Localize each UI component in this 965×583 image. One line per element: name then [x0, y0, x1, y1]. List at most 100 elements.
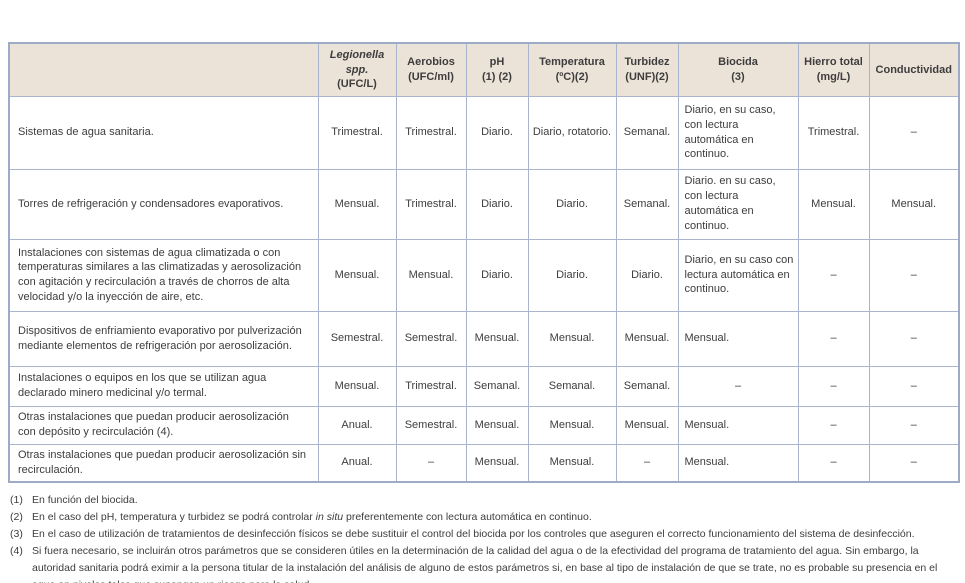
table-row: Torres de refrigeración y condensadores …: [8, 168, 960, 240]
footnote-2: (2) En el caso del pH, temperatura y tur…: [10, 509, 958, 526]
footnote-text-pre: En el caso del pH, temperatura y turbide…: [32, 511, 316, 523]
frequency-cell: Diario.: [527, 238, 617, 312]
column-header-unit: (1) (2): [482, 70, 512, 83]
frequency-cell: –: [868, 95, 960, 170]
column-header-blank: [8, 42, 319, 97]
column-header-aerobios: Aerobios (UFC/ml): [395, 42, 467, 97]
frequency-cell: Semestral.: [317, 310, 397, 367]
row-label: Instalaciones con sistemas de agua clima…: [8, 238, 319, 312]
table-row: Otras instalaciones que puedan producir …: [8, 443, 960, 483]
frequency-cell: Mensual.: [527, 405, 617, 445]
column-header-unit: (UNF)(2): [625, 70, 669, 83]
frequency-cell: Mensual.: [317, 238, 397, 312]
frequency-cell: –: [868, 238, 960, 312]
column-header-conductividad: Conductividad: [868, 42, 960, 97]
frequency-cell: Mensual.: [677, 443, 799, 483]
column-header-unit: (UFC/L): [337, 77, 377, 90]
column-header-biocida: Biocida (3): [677, 42, 799, 97]
footnotes-section: (1) En función del biocida. (2) En el ca…: [10, 492, 958, 583]
frequency-cell: –: [797, 443, 870, 483]
frequency-cell: Semanal.: [615, 168, 679, 240]
table-row: Instalaciones con sistemas de agua clima…: [8, 238, 960, 312]
footnote-4: (4) Si fuera necesario, se incluirán otr…: [10, 543, 958, 583]
frequency-cell: Mensual.: [677, 310, 799, 367]
frequency-cell: Mensual.: [395, 238, 467, 312]
frequency-cell: Diario, en su caso, con lectura automáti…: [677, 95, 799, 170]
frequency-cell: Semanal.: [465, 365, 529, 407]
row-label: Sistemas de agua sanitaria.: [8, 95, 319, 170]
frequency-cell: Semestral.: [395, 405, 467, 445]
table-header-row: Legionella spp. (UFC/L) Aerobios (UFC/ml…: [8, 42, 960, 97]
frequency-cell: Trimestral.: [395, 95, 467, 170]
footnote-text: En el caso del pH, temperatura y turbide…: [32, 509, 958, 526]
frequency-cell: Semanal.: [527, 365, 617, 407]
frequency-cell: Anual.: [317, 405, 397, 445]
footnote-number: (2): [10, 511, 23, 523]
row-label: Instalaciones o equipos en los que se ut…: [8, 365, 319, 407]
footnote-text-italic: in situ: [315, 511, 344, 523]
frequency-cell: –: [868, 310, 960, 367]
frequency-cell: Mensual.: [615, 405, 679, 445]
column-header-unit: (mg/L): [816, 70, 851, 83]
column-header-legionella: Legionella spp. (UFC/L): [317, 42, 397, 97]
frequency-cell: Diario. en su caso, con lectura automáti…: [677, 168, 799, 240]
column-header-unit: (UFC/ml): [408, 70, 454, 83]
column-header-ph: pH (1) (2): [465, 42, 529, 97]
frequency-cell: –: [615, 443, 679, 483]
frequency-cell: Mensual.: [317, 365, 397, 407]
row-label: Otras instalaciones que puedan producir …: [8, 405, 319, 445]
table-row: Dispositivos de enfriamiento evaporativo…: [8, 310, 960, 367]
column-header-unit: (ºC)(2): [555, 70, 589, 83]
monitoring-frequency-table-container: Legionella spp. (UFC/L) Aerobios (UFC/ml…: [8, 42, 965, 483]
row-label: Otras instalaciones que puedan producir …: [8, 443, 319, 483]
frequency-cell: Diario.: [527, 168, 617, 240]
column-header-label: Turbidez: [624, 56, 670, 69]
frequency-cell: Mensual.: [465, 405, 529, 445]
frequency-cell: Semestral.: [395, 310, 467, 367]
table-row: Sistemas de agua sanitaria. Trimestral. Tr…: [8, 95, 960, 170]
frequency-cell: –: [868, 405, 960, 445]
table-body: Sistemas de agua sanitaria. Trimestral. Tr…: [8, 95, 960, 483]
frequency-cell: Diario.: [465, 238, 529, 312]
frequency-cell: Diario.: [615, 238, 679, 312]
column-header-label: Aerobios: [407, 56, 455, 69]
column-header-hierro-total: Hierro total (mg/L): [797, 42, 870, 97]
frequency-cell: Mensual.: [615, 310, 679, 367]
frequency-cell: Trimestral.: [395, 168, 467, 240]
frequency-cell: Mensual.: [317, 168, 397, 240]
frequency-cell: –: [797, 310, 870, 367]
row-label: Dispositivos de enfriamiento evaporativo…: [8, 310, 319, 367]
footnote-text-post: preferentemente con lectura automática e…: [343, 511, 592, 523]
footnote-text: En función del biocida.: [32, 494, 138, 506]
column-header-label: pH: [489, 56, 505, 69]
frequency-cell: Diario.: [465, 95, 529, 170]
column-header-temperatura: Temperatura (ºC)(2): [527, 42, 617, 97]
monitoring-table: Legionella spp. (UFC/L) Aerobios (UFC/ml…: [8, 42, 960, 483]
frequency-cell: –: [395, 443, 467, 483]
column-header-turbidez: Turbidez (UNF)(2): [615, 42, 679, 97]
frequency-cell: Mensual.: [797, 168, 870, 240]
column-header-label: Temperatura: [539, 56, 605, 69]
frequency-cell: –: [868, 365, 960, 407]
frequency-cell: –: [868, 443, 960, 483]
row-label: Torres de refrigeración y condensadores …: [8, 168, 319, 240]
frequency-cell: Mensual.: [527, 443, 617, 483]
frequency-cell: Trimestral.: [395, 365, 467, 407]
frequency-cell: Mensual.: [465, 310, 529, 367]
frequency-cell: –: [797, 238, 870, 312]
footnote-1: (1) En función del biocida.: [10, 492, 958, 509]
frequency-cell: Mensual.: [527, 310, 617, 367]
column-header-label: Biocida: [718, 56, 758, 69]
frequency-cell: Trimestral.: [317, 95, 397, 170]
column-header-label: Hierro total: [804, 56, 863, 69]
column-header-unit: (3): [731, 70, 745, 83]
column-header-label: Legionella spp.: [329, 49, 385, 76]
frequency-cell: Trimestral.: [797, 95, 870, 170]
frequency-cell: Mensual.: [868, 168, 960, 240]
footnote-text: Si fuera necesario, se incluirán otros p…: [32, 545, 938, 583]
footnote-text: En el caso de utilización de tratamiento…: [32, 528, 915, 540]
table-row: Instalaciones o equipos en los que se ut…: [8, 365, 960, 407]
frequency-cell: Semanal.: [615, 95, 679, 170]
table-row: Otras instalaciones que puedan producir …: [8, 405, 960, 445]
footnote-number: (4): [10, 545, 23, 557]
